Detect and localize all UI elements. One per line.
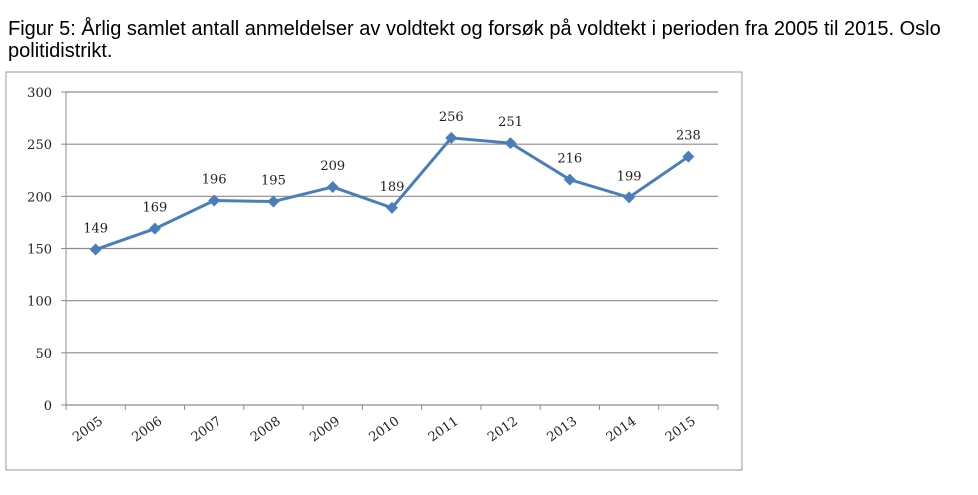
y-tick-label: 150 <box>27 243 52 258</box>
data-point <box>563 173 576 186</box>
data-label: 189 <box>380 180 405 195</box>
data-label: 251 <box>498 115 523 130</box>
data-label: 216 <box>557 152 582 167</box>
x-tick-label: 2013 <box>544 414 580 445</box>
x-tick-label: 2015 <box>663 414 699 445</box>
y-tick-label: 300 <box>27 86 52 101</box>
data-label: 195 <box>261 174 286 189</box>
data-point <box>682 150 695 163</box>
data-label: 149 <box>83 222 108 237</box>
data-point <box>208 194 221 207</box>
data-label: 199 <box>617 169 642 184</box>
chart-title: Figur 5: Årlig samlet antall anmeldelser… <box>8 18 941 62</box>
x-tick-label: 2008 <box>248 414 284 445</box>
data-point <box>623 191 636 204</box>
x-tick-label: 2014 <box>604 414 640 445</box>
data-label: 169 <box>142 201 167 216</box>
x-tick-label: 2010 <box>367 414 403 445</box>
data-point <box>89 243 102 256</box>
x-tick-label: 2006 <box>129 414 165 445</box>
x-tick-label: 2007 <box>189 414 225 445</box>
data-point <box>386 201 398 214</box>
data-label: 256 <box>439 110 464 125</box>
y-tick-label: 200 <box>27 190 52 205</box>
data-point <box>445 131 458 144</box>
x-tick-label: 2012 <box>485 414 521 445</box>
data-point <box>326 180 339 193</box>
x-tick-label: 2005 <box>70 414 106 445</box>
data-point <box>267 195 280 208</box>
x-tick-label: 2011 <box>426 414 462 445</box>
y-tick-label: 100 <box>27 295 52 310</box>
data-label: 238 <box>676 129 701 144</box>
x-tick-label: 2009 <box>307 414 343 445</box>
y-tick-label: 0 <box>44 399 52 414</box>
data-label: 209 <box>320 159 345 174</box>
data-point <box>504 137 517 150</box>
y-tick-label: 50 <box>35 347 52 362</box>
chart-frame <box>5 71 743 471</box>
data-point <box>148 222 161 235</box>
data-label: 196 <box>202 173 227 188</box>
y-tick-label: 250 <box>27 138 52 153</box>
